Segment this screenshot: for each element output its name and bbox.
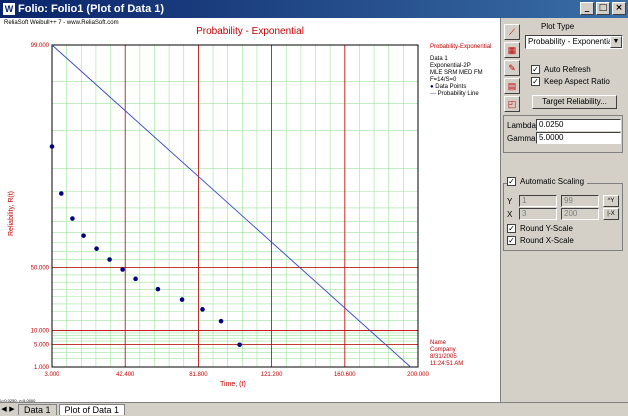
round-y-checkbox[interactable]: ✓ Round Y-Scale: [507, 224, 573, 233]
x-tick-label: 42.400: [116, 372, 135, 378]
plot-border: [51, 44, 419, 368]
data-point: [218, 318, 224, 324]
x-tick-label: 81.800: [189, 372, 208, 378]
plot-type-select[interactable]: Probability - Exponential ▼: [525, 35, 623, 49]
app-icon: W: [3, 3, 15, 15]
y-tick-label: 10.000: [31, 329, 50, 335]
plot-icon[interactable]: ⟋: [504, 24, 520, 40]
legend-heading: Probability-Exponential: [430, 44, 492, 50]
x-tick-label: 160.600: [334, 372, 356, 378]
legend-probability-line: — Probability Line: [430, 91, 479, 97]
data-point: [179, 297, 185, 302]
probability-line: [51, 44, 411, 368]
y-scale-label: Y: [507, 197, 513, 206]
tab-prev-icon[interactable]: ◀: [1, 406, 7, 413]
legend-line: Exponential-2P: [430, 63, 471, 69]
plot-type-label: Plot Type: [541, 22, 575, 31]
lambda-label: Lambda: [507, 121, 536, 130]
round-x-checkbox[interactable]: ✓ Round X-Scale: [507, 236, 574, 245]
close-button[interactable]: ×: [612, 2, 626, 15]
legend-line: MLE SRM MED FM: [430, 70, 483, 76]
data-point: [107, 257, 112, 262]
x-scale-label: X: [507, 210, 513, 219]
tab-data-1[interactable]: Data 1: [18, 404, 57, 415]
x-max-field[interactable]: 200: [561, 208, 599, 220]
footer-date: 8/31/2005: [430, 354, 457, 360]
y-tick-label: 1.000: [34, 365, 50, 371]
target-reliability-button[interactable]: Target Reliability...: [532, 95, 617, 109]
data-point: [49, 144, 55, 149]
data-point: [237, 342, 242, 348]
data-point: [155, 286, 161, 292]
probability-chart: 3.000 42.400 81.800 121.200 160.600 200.000 99…: [31, 43, 430, 378]
plot-type-value: Probability - Exponential: [528, 37, 615, 46]
y-scale-button[interactable]: ^Y: [603, 195, 619, 207]
status-text: λ=0.0250, γ=5.0000: [0, 398, 500, 403]
parameters-group: [503, 115, 623, 153]
y-tick-label: 99.000: [31, 43, 50, 49]
lambda-field[interactable]: 0.0250: [536, 119, 621, 131]
y-tick-label: 5.000: [34, 342, 50, 348]
footer-info: Name Company 8/31/2005 11:24:51 AM: [430, 340, 463, 368]
y-min-field[interactable]: 1: [519, 195, 557, 207]
analysis-icon[interactable]: ✎: [504, 60, 520, 76]
keep-aspect-checkbox[interactable]: ✓ Keep Aspect Ratio: [531, 77, 610, 86]
data-point: [58, 191, 64, 196]
data-point: [133, 276, 138, 282]
y-axis-title: Reliability, R(t): [8, 191, 15, 236]
auto-refresh-checkbox[interactable]: ✓ Auto Refresh: [531, 65, 591, 74]
maximize-button[interactable]: □: [596, 2, 610, 15]
data-point: [70, 216, 75, 221]
footer-name: Name: [430, 340, 447, 346]
window-title: Folio: Folio1 (Plot of Data 1): [18, 3, 165, 15]
legend-line: F=14/S=0: [430, 77, 457, 83]
legend-line: Data 1: [430, 56, 448, 62]
x-tick-label: 3.000: [44, 372, 60, 378]
x-scale-button[interactable]: |-X: [603, 208, 619, 220]
x-tick-label: 121.200: [261, 372, 283, 378]
footer-time: 11:24:51 AM: [430, 361, 464, 367]
y-max-field[interactable]: 99: [561, 195, 599, 207]
legend-data-points: ● Data Points: [430, 84, 467, 90]
data-point: [120, 267, 125, 272]
y-tick-label: 50.000: [31, 265, 50, 271]
window-titlebar: W Folio: Folio1 (Plot of Data 1) _ □ ×: [0, 0, 628, 18]
chart-icon[interactable]: ▤: [504, 78, 520, 94]
footer-company: Company: [430, 347, 456, 353]
plot-legend: Probability-Exponential Data 1 Exponenti…: [430, 44, 500, 98]
grid-icon[interactable]: ▦: [504, 42, 520, 58]
plot-title: Probability - Exponential: [196, 26, 304, 37]
sheet-tabbar: ◀ ▶ Data 1 Plot of Data 1: [0, 402, 628, 415]
gamma-field[interactable]: 5.0000: [536, 132, 621, 144]
toolbar-column: ⟋ ▦ ✎ ▤ ◰: [504, 24, 522, 114]
automatic-scaling-checkbox[interactable]: ✓ Automatic Scaling: [507, 177, 588, 186]
chevron-down-icon[interactable]: ▼: [610, 36, 622, 48]
tab-plot-of-data-1[interactable]: Plot of Data 1: [58, 404, 126, 415]
data-point: [200, 307, 205, 312]
data-point: [94, 246, 99, 251]
x-min-field[interactable]: 3: [519, 208, 557, 220]
x-tick-label: 200.000: [407, 372, 429, 378]
tab-next-icon[interactable]: ▶: [9, 406, 15, 413]
data-point: [81, 233, 86, 238]
header-note: ReliaSoft Weibull++ 7 - www.ReliaSoft.co…: [4, 20, 119, 26]
x-axis-title: Time, (t): [220, 381, 246, 388]
gamma-label: Gamma: [507, 134, 536, 143]
confidence-icon[interactable]: ◰: [504, 96, 520, 112]
minimize-button[interactable]: _: [580, 2, 594, 15]
